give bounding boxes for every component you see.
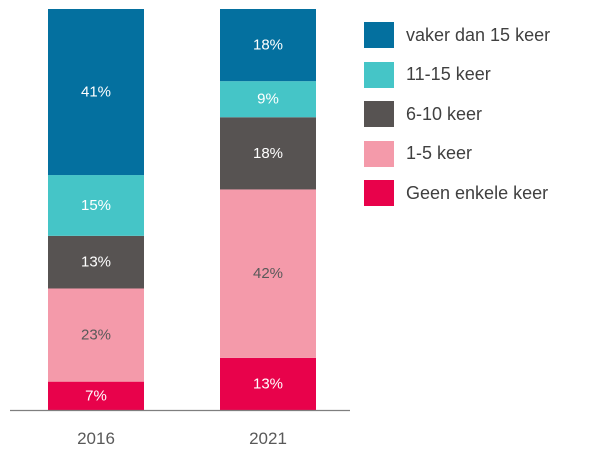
bar-segment-2021-6-10-keer — [220, 117, 316, 190]
bar-segment-2016-6-10-keer — [48, 235, 144, 289]
data-labels-group: 7% 23% 13% 15% 41% 13% 42% 18% 9% 18% — [81, 37, 283, 405]
bars-group — [48, 9, 316, 410]
bar-segment-2021-vaker-dan-15-keer — [220, 9, 316, 82]
data-label-2021-1-5-keer: 42% — [253, 265, 283, 282]
data-label-2016-11-15-keer: 15% — [81, 197, 111, 214]
bar-segment-2021-geen-enkele-keer — [220, 357, 316, 410]
legend-swatch — [364, 61, 394, 88]
data-label-2016-geen-enkele-keer: 7% — [85, 387, 107, 404]
data-label-2021-geen-enkele-keer: 13% — [253, 375, 283, 392]
bar-segment-2021-1-5-keer — [220, 189, 316, 358]
bar-segment-2021-11-15-keer — [220, 81, 316, 118]
bar-segment-2016-1-5-keer — [48, 288, 144, 382]
data-label-2021-11-15-keer: 9% — [257, 91, 279, 108]
legend-label: 6-10 keer — [406, 103, 483, 124]
data-label-2016-6-10-keer: 13% — [81, 254, 111, 271]
legend-swatch — [364, 140, 394, 167]
data-label-2016-1-5-keer: 23% — [81, 327, 111, 344]
x-tick-label-2016: 2016 — [77, 429, 115, 448]
legend-label: 1-5 keer — [406, 143, 473, 163]
legend-label: vaker dan 15 keer — [406, 24, 551, 45]
legend-label: 11-15 keer — [406, 64, 491, 84]
data-label-2021-vaker-dan-15-keer: 18% — [253, 37, 283, 54]
data-label-2016-vaker-dan-15-keer: 41% — [81, 84, 111, 101]
data-label-2021-6-10-keer: 18% — [253, 145, 283, 162]
bar-segment-2016-vaker-dan-15-keer — [48, 9, 144, 176]
legend-label: Geen enkele keer — [406, 182, 549, 203]
legend-swatch — [364, 101, 394, 127]
bar-segment-2016-geen-enkele-keer — [48, 381, 144, 410]
x-tick-labels-group: 2016 2021 — [77, 429, 287, 448]
legend-item-6-10-keer: 6-10 keer — [364, 101, 550, 127]
legend-item-geen-enkele-keer: Geen enkele keer — [364, 180, 550, 206]
bar-segment-2016-11-15-keer — [48, 175, 144, 236]
legend-swatch — [364, 180, 394, 206]
legend-swatch — [364, 22, 394, 48]
legend-item-11-15-keer: 11-15 keer — [364, 61, 550, 88]
x-tick-label-2021: 2021 — [249, 429, 287, 448]
legend-item-1-5-keer: 1-5 keer — [364, 140, 550, 167]
legend-item-vaker-dan-15-keer: vaker dan 15 keer — [364, 22, 550, 48]
legend: vaker dan 15 keer 11-15 keer 6-10 keer 1-5 … — [364, 22, 550, 220]
